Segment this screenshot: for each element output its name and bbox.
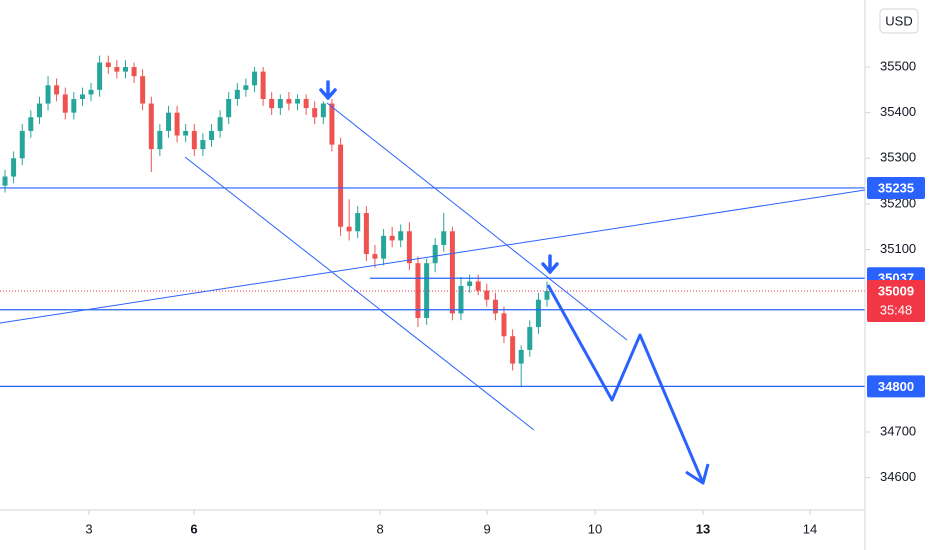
currency-button[interactable] [879, 8, 919, 34]
y-tick-label: 34600 [880, 469, 916, 484]
candle-body [234, 89, 240, 99]
candle-body [209, 130, 215, 141]
candle-body [183, 130, 189, 136]
currency-label: USD [885, 13, 912, 28]
x-tick-label: 10 [588, 521, 602, 536]
candle-body [269, 98, 275, 109]
candle-body [148, 103, 154, 150]
candle-body [88, 89, 94, 95]
candle-body [484, 290, 490, 300]
candle-body [338, 144, 344, 227]
candle-body [62, 94, 68, 113]
candle-body [406, 231, 412, 264]
level-label: 35235 [878, 180, 914, 195]
candle-body [510, 336, 516, 364]
candle-body [544, 291, 550, 300]
candle-body [36, 103, 42, 118]
candle-body [475, 281, 481, 291]
candle-body [449, 231, 455, 314]
candle-body [398, 231, 404, 241]
projection-arrowhead [685, 463, 710, 485]
candle-body [217, 117, 223, 131]
y-tick-label: 35300 [880, 150, 916, 165]
candle-body [295, 98, 301, 104]
candle-body [166, 112, 172, 131]
y-tick-label: 34700 [880, 423, 916, 438]
y-tick-label: 35200 [880, 195, 916, 210]
candle-body [329, 103, 335, 145]
candle-body [28, 117, 34, 131]
x-tick-label: 3 [85, 521, 92, 536]
candle-body [252, 71, 258, 86]
candle-body [105, 62, 111, 68]
candle-body [71, 98, 77, 113]
candle-body [535, 299, 541, 328]
candle-body [140, 76, 146, 104]
projection-path [546, 284, 705, 484]
candle-body [131, 67, 137, 77]
channel-lower [184, 156, 535, 431]
x-tick-label: 9 [483, 521, 490, 536]
candle-body [19, 130, 25, 159]
channel-upper [326, 102, 628, 341]
candle-body [200, 140, 206, 150]
candle-body [260, 71, 266, 99]
candle-body [320, 103, 326, 118]
candle-body [303, 98, 309, 109]
candle-body [372, 254, 378, 259]
level-label-box [867, 375, 925, 398]
candle-body [54, 85, 60, 95]
arrow-2 [541, 254, 559, 274]
candle-body [458, 286, 464, 314]
y-tick-label: 35400 [880, 104, 916, 119]
candle-body [45, 85, 51, 104]
candle-body [355, 213, 361, 232]
x-tick-label: 8 [376, 521, 383, 536]
candle-body [243, 85, 249, 90]
plot-area [0, 55, 865, 387]
y-tick-label: 35100 [880, 241, 916, 256]
candle-body [286, 98, 292, 104]
last-price-box [867, 280, 925, 323]
candle-body [2, 176, 8, 186]
x-tick-label: 14 [803, 521, 817, 536]
candle-body [97, 62, 103, 90]
price-axis: 34600 34700 35100 35200 35300 35400 35500 3 6 8 9 1… [85, 58, 925, 536]
candle-body [467, 281, 473, 287]
candle-body [11, 158, 17, 177]
candle-body [157, 130, 163, 150]
candle-body [191, 130, 197, 150]
x-tick-label: 6 [190, 521, 197, 536]
candle-body [381, 235, 387, 259]
candle-body [346, 226, 352, 232]
candle-body [277, 98, 283, 109]
candle-body [501, 313, 507, 337]
candle-body [114, 67, 120, 72]
candle-body [312, 108, 318, 118]
candle-body [441, 231, 447, 245]
candle-body [123, 67, 129, 72]
candle-body [174, 112, 180, 136]
level-label: 34800 [878, 379, 914, 394]
last-price-label: 35009 [878, 283, 914, 298]
candle-body [389, 235, 395, 241]
arrow-1 [319, 80, 337, 100]
candle-body [432, 244, 438, 264]
drawings [0, 80, 866, 485]
candle-body [492, 299, 498, 314]
candle-body [518, 349, 524, 364]
trend-line [0, 189, 866, 324]
candle-body [79, 94, 85, 99]
candle-body [363, 213, 369, 255]
countdown: 35:48 [880, 302, 913, 317]
x-tick-label: 13 [696, 521, 710, 536]
candle-body [527, 327, 533, 350]
y-tick-label: 35500 [880, 58, 916, 73]
level-label-box [867, 176, 925, 199]
candle-body [226, 98, 232, 118]
